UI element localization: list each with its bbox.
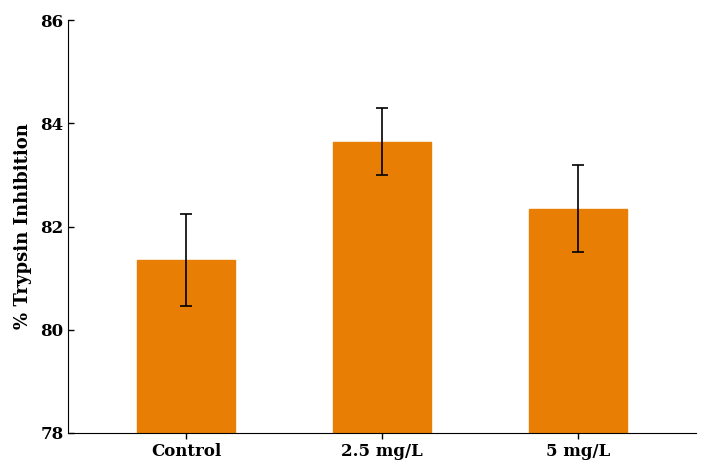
Y-axis label: % Trypsin Inhibition: % Trypsin Inhibition (14, 124, 32, 329)
Bar (333, 142, 431, 474)
Bar (137, 260, 235, 474)
Bar (530, 209, 628, 474)
